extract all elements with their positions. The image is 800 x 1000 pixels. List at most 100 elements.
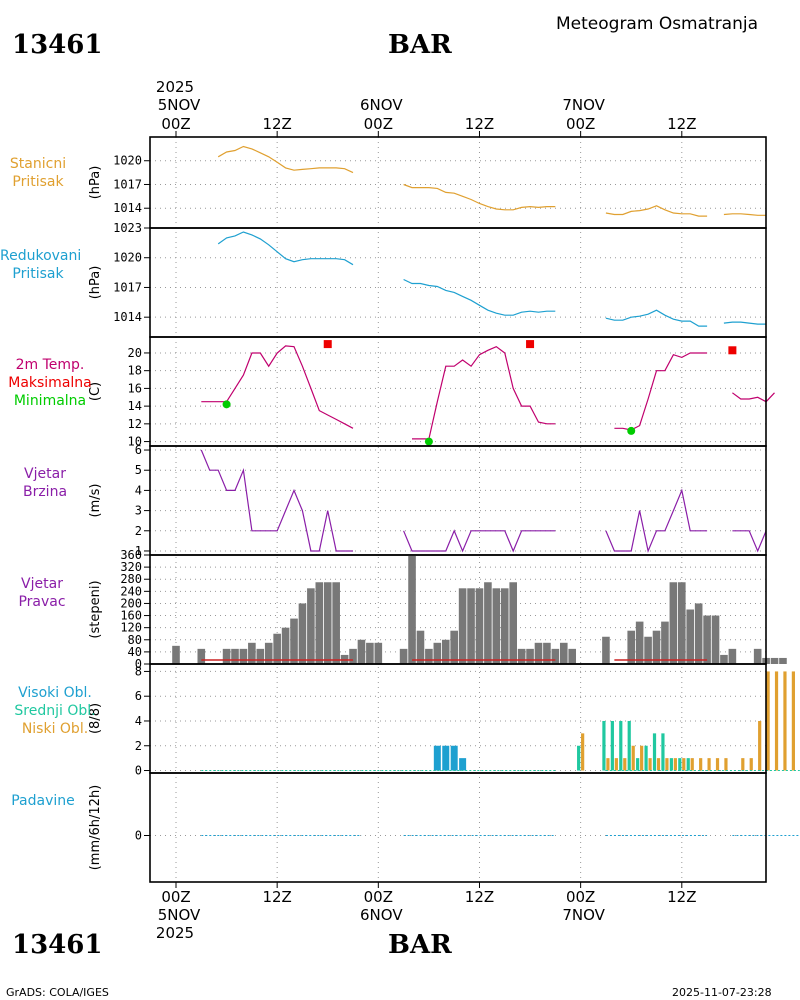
wind_speed-ytick-label-1: 2 <box>135 524 142 538</box>
cloud-low-bar <box>690 758 694 771</box>
wind-dir-bar <box>652 630 661 664</box>
label-wind-speed: Vjetar Brzina <box>22 466 68 500</box>
cloud-low-bar <box>699 758 703 771</box>
bottom-year-label: 2025 <box>156 924 194 942</box>
wind-dir-bar <box>534 642 543 664</box>
label-pressure: Stanicni Pritisak <box>9 156 67 190</box>
reduced-series-line-3 <box>605 309 708 327</box>
bottom-date-label-0: 5NOV <box>158 906 201 924</box>
wind-dir-bar <box>644 636 652 664</box>
temp-ytick-label-0: 10 <box>128 435 142 449</box>
wind-dir-bar <box>222 648 231 664</box>
cloud-low-bar <box>614 758 618 771</box>
station-id-top: 13461 <box>12 30 103 60</box>
wind-dir-bar <box>307 588 315 664</box>
wind_speed-ytick-label-0: 1 <box>135 544 142 558</box>
wind-dir-bar <box>500 588 509 664</box>
cloud-low-bar <box>623 758 627 771</box>
pressure-series-line-2 <box>403 183 556 211</box>
wind_speed-series-line-1 <box>403 529 556 553</box>
cloud-low-bar <box>766 671 770 771</box>
wind-dir-bar <box>264 642 273 664</box>
cloud-low-bar <box>749 758 753 771</box>
wind-dir-bar <box>509 582 517 664</box>
pressure-ytick-label-1: 1017 <box>113 177 142 191</box>
wind-dir-bar <box>475 588 484 664</box>
bottom-hour-label-1: 12Z <box>262 888 291 906</box>
cloud-low-bar <box>673 758 677 771</box>
station-name-top: BAR <box>388 30 452 60</box>
top-date-label-2: 6NOV <box>360 96 403 114</box>
wind-dir-bar <box>315 582 324 664</box>
clouds-ytick-label-2: 4 <box>135 714 142 728</box>
wind-dir-bar <box>273 633 281 664</box>
tmax-marker-1 <box>526 340 535 349</box>
clouds-ytick-label-1: 2 <box>135 739 142 753</box>
clouds-ytick-label-4: 8 <box>135 664 142 678</box>
top-date-label-4: 7NOV <box>562 96 605 114</box>
wind-dir-bar <box>720 654 728 664</box>
timestamp-text: 2025-11-07-23:28 <box>672 986 772 999</box>
cloud-low-bar <box>724 758 728 771</box>
cloud-mid-bar <box>602 720 606 771</box>
label-temp: 2m Temp. Maksimalna Minimalna <box>8 357 92 409</box>
cloud-low-bar <box>791 671 795 771</box>
tmin-marker-1 <box>424 437 433 446</box>
wind-dir-bar <box>770 657 779 664</box>
label-wind-dir: Vjetar Pravac <box>18 576 66 610</box>
label-reduced: Redukovani Pritisak <box>0 248 82 282</box>
wind-dir-bar <box>256 648 265 664</box>
wind_dir-ytick-label-7: 280 <box>120 572 142 586</box>
pressure-series-line-4 <box>723 213 767 216</box>
reduced-ytick-label-2: 1020 <box>113 251 142 265</box>
bottom-hour-label-4: 00Z <box>566 888 595 906</box>
wind-dir-bar <box>458 588 467 664</box>
wind-dir-bar <box>172 645 180 664</box>
top-year-label: 2025 <box>156 78 194 96</box>
cloud-low-bar <box>715 758 720 771</box>
pressure-series-line-1 <box>217 145 354 174</box>
cloud-mid-bar <box>636 758 640 771</box>
wind_speed-series-line-2 <box>605 488 708 554</box>
wind_dir-ytick-label-4: 160 <box>120 609 142 623</box>
cloud-high-bar <box>450 745 458 771</box>
temp-series-line-3 <box>732 392 775 403</box>
temp-panel-frame <box>149 336 767 447</box>
cloud-low-bar <box>707 758 711 771</box>
top-hour-label-1: 12Z <box>262 115 291 133</box>
wind-dir-bar <box>711 615 720 664</box>
bottom-hour-label-0: 00Z <box>161 888 190 906</box>
wind-dir-bar <box>357 639 366 664</box>
precip-unit-label: (mm/6h/12h) <box>88 785 103 871</box>
cloud-low-bar <box>631 745 635 771</box>
cloud-low-bar <box>606 758 610 771</box>
temp-ytick-label-3: 16 <box>128 381 142 395</box>
cloud-low-bar <box>783 671 787 771</box>
label-precip: Padavine <box>11 793 75 809</box>
bottom-hour-label-3: 12Z <box>465 888 494 906</box>
bottom-hour-label-5: 12Z <box>667 888 696 906</box>
cloud-high-bar <box>433 745 441 771</box>
wind-dir-bar <box>239 648 248 664</box>
reduced-ytick-label-0: 1014 <box>113 310 142 324</box>
wind-dir-bar <box>728 648 737 664</box>
cloud-low-bar <box>640 745 644 771</box>
chart-subtitle: Meteogram Osmatranja <box>556 14 759 34</box>
wind_dir-ytick-label-3: 120 <box>120 621 142 635</box>
top-hour-label-3: 12Z <box>465 115 494 133</box>
cloud-low-bar <box>665 758 669 771</box>
tmin-marker-0 <box>222 400 231 409</box>
reduced-unit-label: (hPa) <box>88 266 103 300</box>
tmax-marker-0 <box>323 340 332 349</box>
wind_speed-ytick-label-2: 3 <box>135 504 142 518</box>
top-hour-label-0: 00Z <box>161 115 190 133</box>
clouds-panel-frame <box>149 663 767 774</box>
cloud-mid-bar <box>610 720 614 771</box>
tmin-marker-2 <box>627 426 636 435</box>
wind-dir-bar <box>678 582 686 664</box>
wind-dir-bar <box>332 582 340 664</box>
wind_speed-ytick-label-4: 5 <box>135 463 142 477</box>
wind-dir-bar <box>602 636 610 664</box>
wind-dir-bar <box>467 588 475 664</box>
cloud-low-bar <box>648 758 652 771</box>
